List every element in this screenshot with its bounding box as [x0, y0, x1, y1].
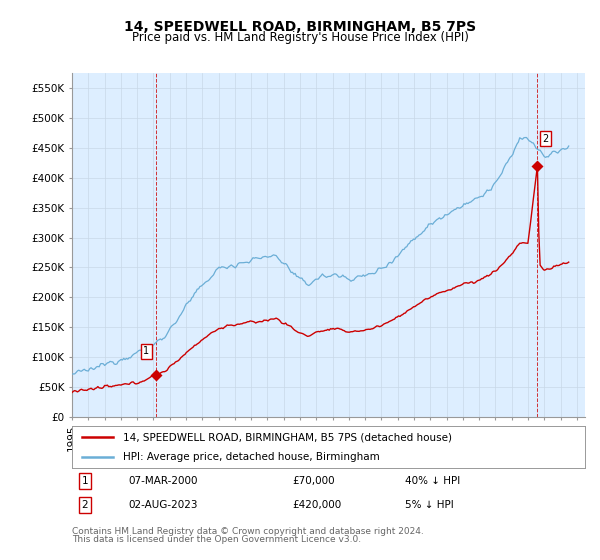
Text: 1: 1: [143, 346, 149, 356]
Text: £70,000: £70,000: [293, 476, 335, 486]
Text: 14, SPEEDWELL ROAD, BIRMINGHAM, B5 7PS: 14, SPEEDWELL ROAD, BIRMINGHAM, B5 7PS: [124, 20, 476, 34]
Text: 14, SPEEDWELL ROAD, BIRMINGHAM, B5 7PS (detached house): 14, SPEEDWELL ROAD, BIRMINGHAM, B5 7PS (…: [124, 432, 452, 442]
Text: 2: 2: [82, 500, 88, 510]
Text: Contains HM Land Registry data © Crown copyright and database right 2024.: Contains HM Land Registry data © Crown c…: [72, 527, 424, 536]
Text: This data is licensed under the Open Government Licence v3.0.: This data is licensed under the Open Gov…: [72, 535, 361, 544]
Text: 5% ↓ HPI: 5% ↓ HPI: [406, 500, 454, 510]
Text: 2: 2: [542, 134, 548, 144]
Text: 07-MAR-2000: 07-MAR-2000: [128, 476, 198, 486]
Text: 02-AUG-2023: 02-AUG-2023: [128, 500, 198, 510]
Text: Price paid vs. HM Land Registry's House Price Index (HPI): Price paid vs. HM Land Registry's House …: [131, 31, 469, 44]
Text: 40% ↓ HPI: 40% ↓ HPI: [406, 476, 461, 486]
Text: £420,000: £420,000: [293, 500, 342, 510]
Text: HPI: Average price, detached house, Birmingham: HPI: Average price, detached house, Birm…: [124, 452, 380, 462]
Text: 1: 1: [82, 476, 88, 486]
